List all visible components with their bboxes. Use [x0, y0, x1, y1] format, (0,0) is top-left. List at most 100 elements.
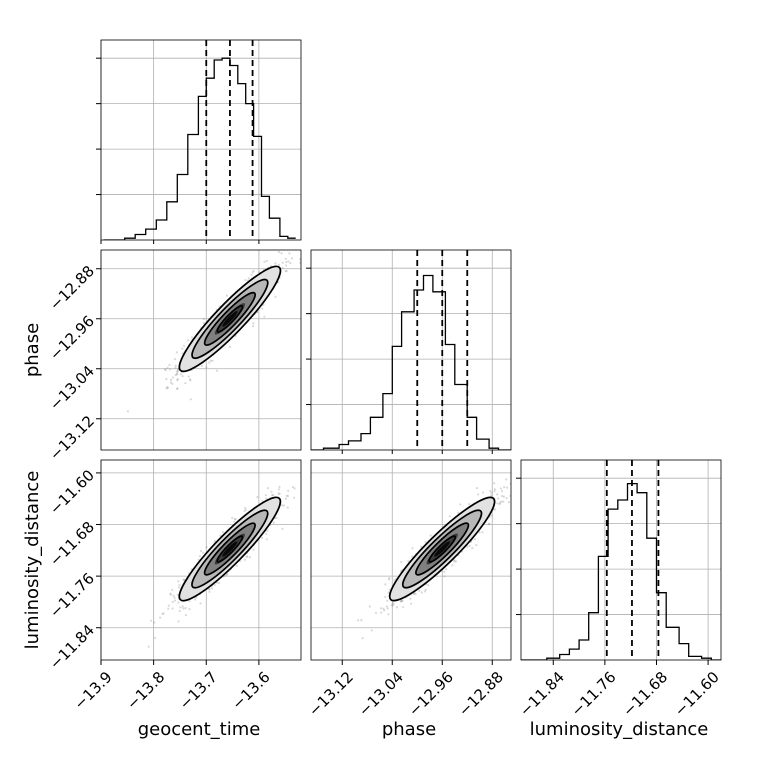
scatter-samples [147, 485, 296, 648]
sample-point [188, 599, 191, 603]
sample-point [493, 490, 496, 493]
sample-point [233, 517, 236, 521]
contour-line-0 [428, 535, 457, 563]
sample-point [178, 609, 181, 613]
x-axis-label-luminosity_distance: luminosity_distance [530, 719, 709, 740]
sample-point [244, 506, 247, 509]
sample-point [265, 497, 268, 500]
sample-point [287, 260, 290, 263]
sample-point [176, 369, 179, 373]
scatter-samples [357, 478, 511, 640]
sample-point [159, 616, 162, 619]
sample-point [305, 231, 307, 233]
sample-point [391, 604, 394, 607]
sample-point [245, 555, 248, 558]
sample-point [176, 372, 179, 375]
sample-point [409, 597, 412, 600]
sample-point [277, 263, 281, 266]
sample-point [292, 496, 296, 499]
sample-point [187, 375, 190, 378]
sample-point [275, 516, 278, 519]
sample-point [205, 366, 208, 369]
sample-point [374, 611, 378, 615]
sample-point [170, 378, 173, 381]
sample-point [177, 601, 180, 604]
sample-point [171, 382, 174, 385]
sample-point [501, 490, 504, 493]
sample-point [382, 607, 385, 610]
sample-point [413, 592, 416, 595]
sample-point [183, 578, 186, 582]
sample-point [443, 570, 446, 573]
sample-point [263, 315, 266, 318]
contour-line-1 [203, 522, 256, 576]
x-tick-label: −13.04 [355, 668, 407, 720]
sample-point [400, 600, 403, 603]
sample-point [181, 375, 184, 378]
sample-point [380, 611, 383, 614]
sample-point [505, 486, 509, 489]
sample-point [499, 501, 502, 504]
sample-point [424, 588, 427, 591]
sample-point [290, 257, 294, 260]
sample-point [173, 358, 176, 361]
panel-frame [310, 249, 512, 451]
hist-panel-phase [306, 249, 512, 451]
sample-point [184, 382, 187, 385]
sample-point [284, 269, 287, 273]
sample-point [265, 532, 268, 536]
sample-point [496, 502, 499, 505]
sample-point [293, 487, 296, 490]
sample-point [423, 590, 427, 593]
sample-point [411, 555, 414, 558]
sample-point [251, 271, 254, 274]
sample-point [208, 588, 211, 591]
sample-point [370, 629, 373, 632]
sample-point [399, 600, 402, 603]
sample-point [383, 609, 386, 612]
sample-point [451, 564, 454, 567]
x-axis-label-geocent_time: geocent_time [138, 719, 261, 740]
sample-point [445, 568, 448, 571]
sample-point [288, 252, 291, 255]
scatter-panel-geocent_time-luminosity_distance [100, 459, 302, 661]
y-tick-label: −11.60 [46, 466, 98, 518]
sample-point [225, 574, 228, 577]
sample-point [471, 547, 474, 550]
sample-point [178, 584, 181, 587]
sample-point [199, 550, 203, 553]
sample-point [211, 359, 214, 362]
y-tick-label: −11.68 [46, 518, 98, 570]
sample-point [407, 560, 410, 563]
sample-point [503, 486, 506, 489]
sample-point [481, 531, 484, 534]
x-tick-label: −11.68 [619, 668, 671, 720]
sample-point [476, 493, 480, 496]
sample-point [176, 379, 179, 382]
sample-point [248, 556, 251, 559]
sample-point [166, 386, 170, 389]
sample-point [386, 607, 389, 610]
sample-point [493, 508, 497, 511]
sample-point [198, 555, 202, 558]
sample-point [169, 592, 172, 595]
sample-point [252, 548, 255, 551]
sample-point [246, 555, 249, 558]
sample-point [171, 601, 174, 604]
sample-point [214, 539, 217, 543]
sample-point [277, 492, 280, 495]
sample-point [165, 387, 168, 390]
panel-frame [310, 459, 512, 661]
sample-point [166, 386, 169, 389]
contour-line-3 [388, 496, 496, 602]
scatter-samples [126, 231, 307, 413]
sample-point [468, 502, 471, 506]
sample-point [387, 591, 390, 594]
sample-point [176, 368, 179, 371]
sample-point [213, 583, 216, 587]
scatter-panel-geocent_time-phase [100, 231, 307, 451]
sample-point [210, 587, 213, 590]
sample-point [229, 345, 232, 348]
x-tick-label: −13.12 [305, 668, 357, 720]
sample-point [384, 583, 387, 586]
